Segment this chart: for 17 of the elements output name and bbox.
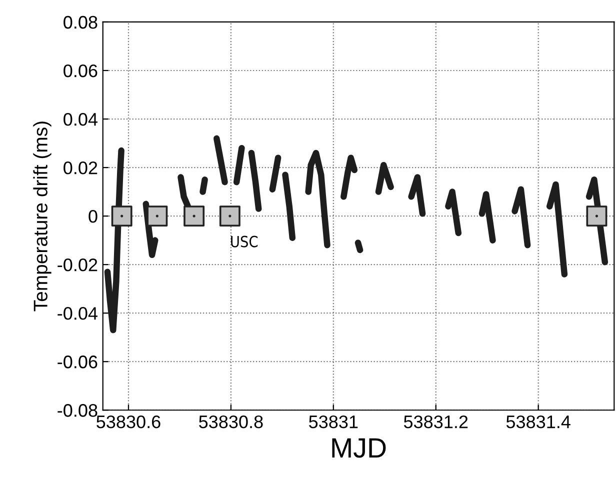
y-tick-label: -0.06 xyxy=(58,356,98,368)
y-tick-label: 0.04 xyxy=(64,112,98,126)
x-tick-label: 53831 xyxy=(309,415,358,428)
y-tick-label: -0.08 xyxy=(58,404,98,417)
x-tick-label: 53831.4 xyxy=(506,415,570,428)
x-axis-title: MJD xyxy=(332,438,386,458)
y-tick-label: 0.02 xyxy=(64,161,98,174)
annotation: USC xyxy=(231,236,258,248)
x-tick-label: 53831.2 xyxy=(404,415,468,428)
y-tick-label: 0 xyxy=(88,210,98,223)
y-tick-label: -0.02 xyxy=(58,258,98,272)
x-tick-label: 53830.8 xyxy=(199,415,263,428)
x-tick-label: 53830.6 xyxy=(96,415,160,428)
y-tick-label: 0.08 xyxy=(64,16,98,29)
y-axis-title: Temperature drift (ms) xyxy=(33,122,52,312)
y-tick-label: 0.06 xyxy=(64,64,98,78)
y-tick-label: -0.04 xyxy=(58,307,98,320)
